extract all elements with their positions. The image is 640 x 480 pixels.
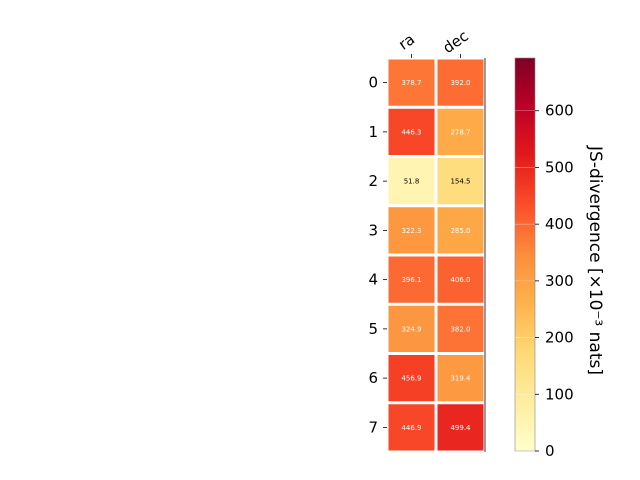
heatmap-cell-7-0	[388, 404, 435, 451]
heatmap-cell-2-1	[437, 158, 484, 205]
row-label-6: 6	[368, 369, 378, 387]
heatmap-cell-1-0	[388, 108, 435, 155]
heatmap-cell-3-1	[437, 207, 484, 254]
heatmap-cell-0-0	[388, 59, 435, 106]
colorbar-tick-label-100: 100	[545, 385, 574, 403]
row-labels: 0 1 2 3 4 5 6 7	[368, 74, 387, 436]
colorbar-tick-label-400: 400	[545, 215, 574, 233]
heatmap-cell-6-1	[437, 355, 484, 402]
colorbar-tick-label-500: 500	[545, 158, 574, 176]
row-label-0: 0	[368, 74, 378, 92]
column-label-dec: dec	[439, 27, 471, 57]
cell-value-label-7-0: 446.9	[401, 424, 421, 432]
cell-value-label-4-0: 396.1	[401, 276, 421, 284]
row-label-5: 5	[368, 320, 378, 338]
heatmap-cell-4-0	[388, 256, 435, 303]
cell-value-label-5-1: 382.0	[450, 325, 470, 333]
cell-value-label-3-1: 285.0	[450, 227, 470, 235]
row-label-1: 1	[368, 123, 378, 141]
cell-value-label-1-0: 446.3	[401, 128, 421, 136]
row-label-7: 7	[368, 418, 378, 436]
colorbar-tick-label-300: 300	[545, 272, 574, 290]
heatmap-cell-3-0	[388, 207, 435, 254]
cell-value-label-1-1: 278.7	[450, 128, 470, 136]
cell-value-label-6-0: 456.9	[401, 375, 421, 383]
cell-value-label-2-0: 51.8	[404, 178, 420, 186]
column-labels: ra dec	[395, 27, 472, 58]
colorbar-tick-label-600: 600	[545, 102, 574, 120]
colorbar-tick-label-200: 200	[545, 329, 574, 347]
heatmap-cell-0-1	[437, 59, 484, 106]
heatmap-cell-4-1	[437, 256, 484, 303]
cell-value-label-5-0: 324.9	[401, 325, 421, 333]
heatmap-cell-2-0	[388, 158, 435, 205]
colorbar-bar	[514, 57, 536, 452]
cell-value-label-0-0: 378.7	[401, 79, 421, 87]
cell-value-label-3-0: 322.3	[401, 227, 421, 235]
heatmap-cell-5-0	[388, 305, 435, 352]
heatmap-cells: 378.7 392.0 446.3 278.7 51.8 154.5 322.3 285.0 3…	[388, 58, 486, 452]
heatmap-cell-6-0	[388, 355, 435, 402]
heatmap-cell-5-1	[437, 305, 484, 352]
row-label-3: 3	[368, 221, 378, 239]
colorbar: 0 100 200 300 400 500 600 JS-divergence [×10⁻³ …	[514, 57, 605, 460]
row-label-2: 2	[368, 172, 378, 190]
heatmap-cell-1-1	[437, 108, 484, 155]
colorbar-tick-label-0: 0	[545, 442, 555, 460]
cell-value-label-4-1: 406.0	[450, 276, 470, 284]
cell-value-label-2-1: 154.5	[450, 178, 470, 186]
cell-value-label-0-1: 392.0	[450, 79, 470, 87]
heatmap-cell-7-1	[437, 404, 484, 451]
colorbar-label: JS-divergence [×10⁻³ nats]	[585, 145, 605, 375]
row-label-4: 4	[368, 271, 378, 289]
column-label-ra: ra	[395, 30, 418, 54]
cell-value-label-7-1: 499.4	[450, 424, 471, 432]
cell-value-label-6-1: 319.4	[450, 375, 471, 383]
